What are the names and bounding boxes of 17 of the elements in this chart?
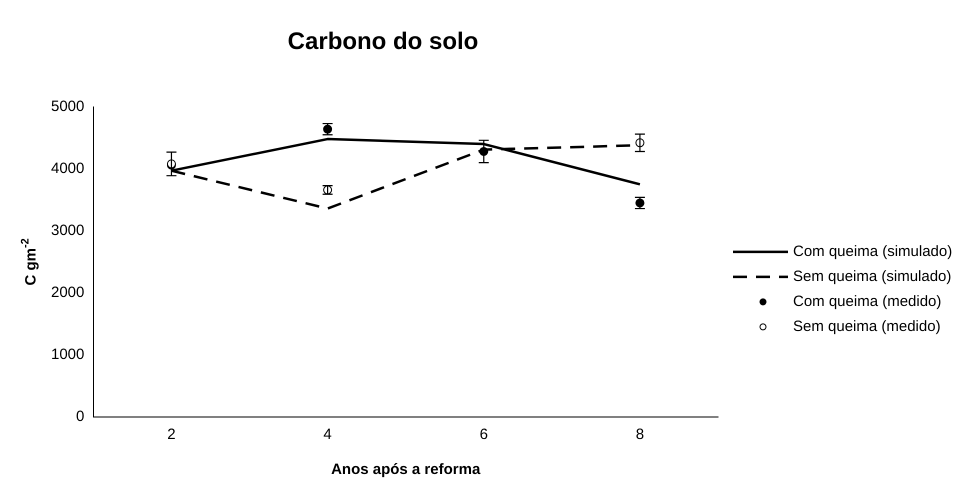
x-axis-title: Anos após a reforma	[331, 461, 481, 478]
y-tick-label: 4000	[50, 160, 84, 177]
y-axis-title: C gm-2	[19, 238, 40, 286]
x-tick-label: 6	[480, 426, 488, 444]
chart-title: Carbono do solo	[288, 28, 478, 56]
x-tick-label: 2	[167, 426, 176, 444]
legend-label: Com queima (simulado)	[793, 243, 952, 260]
y-tick-label: 2000	[50, 284, 84, 302]
legend-label: Com queima (medido)	[793, 293, 942, 310]
legend-label: Sem queima (simulado)	[793, 268, 952, 286]
y-tick-label: 5000	[50, 98, 84, 115]
x-tick-label: 8	[636, 426, 644, 444]
y-tick-label: 3000	[50, 222, 84, 240]
y-tick-label: 1000	[50, 346, 84, 364]
x-tick-label: 4	[323, 426, 332, 444]
y-tick-label: 0	[76, 408, 84, 426]
legend-label: Sem queima (medido)	[793, 318, 941, 336]
